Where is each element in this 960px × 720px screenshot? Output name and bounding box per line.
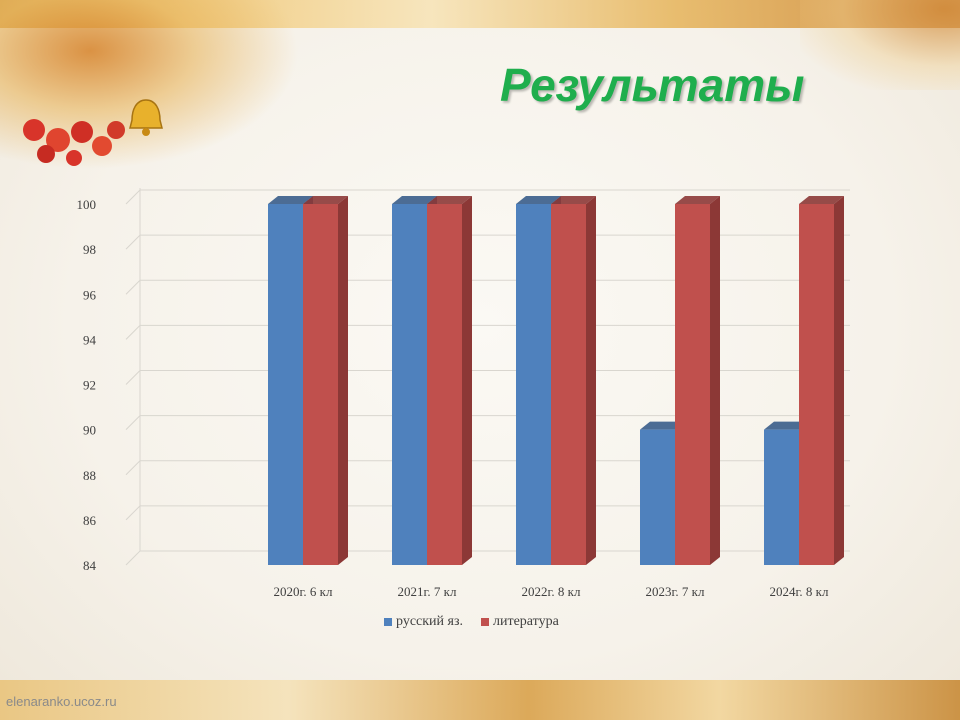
- bar-top: [799, 196, 844, 204]
- chart-bars: [268, 196, 844, 565]
- gridline-side: [125, 189, 141, 205]
- bar: [427, 204, 462, 565]
- x-tick-label: 2022г. 8 кл: [522, 584, 581, 599]
- bar-top: [516, 196, 561, 204]
- y-tick-label: 86: [83, 513, 97, 528]
- bar: [268, 204, 303, 565]
- y-tick-label: 84: [83, 558, 97, 573]
- bell-icon: [129, 99, 163, 136]
- bar-side: [586, 196, 596, 565]
- chart-legend: русский яз. литература: [384, 614, 559, 630]
- x-tick-label: 2024г. 8 кл: [770, 584, 829, 599]
- gridline-side: [125, 505, 141, 521]
- bar-top: [675, 196, 720, 204]
- bar: [551, 204, 586, 565]
- y-tick-label: 90: [83, 423, 96, 438]
- bar: [799, 204, 834, 565]
- bar-side: [834, 196, 844, 565]
- bar-top: [640, 421, 685, 430]
- x-tick-label: 2021г. 7 кл: [398, 584, 457, 599]
- y-tick-label: 96: [83, 287, 97, 302]
- gridline-side: [125, 325, 141, 340]
- gridline-side: [125, 370, 141, 385]
- bar-top: [268, 196, 313, 204]
- legend-swatch-series-2: [481, 618, 489, 626]
- gridline-side: [125, 234, 141, 250]
- gridline-side: [125, 415, 141, 430]
- bar-top: [764, 421, 809, 430]
- x-tick-label: 2020г. 6 кл: [274, 584, 333, 599]
- y-tick-label: 88: [83, 468, 96, 483]
- bar-top: [392, 196, 437, 204]
- autumn-frame-bottom: [0, 680, 960, 720]
- gridline-side: [125, 460, 141, 476]
- gridline-side: [125, 279, 141, 295]
- bar-top: [427, 196, 472, 204]
- legend-label-series-2: литература: [493, 614, 559, 629]
- x-tick-label: 2023г. 7 кл: [646, 584, 705, 599]
- autumn-leaves-corner: [800, 0, 960, 90]
- y-axis-ticks: 84 86 88 90 92 94 96 98 100: [77, 197, 97, 573]
- bar-top: [551, 196, 596, 204]
- bar: [392, 204, 427, 565]
- bar: [303, 204, 338, 565]
- legend-label-series-1: русский яз.: [396, 614, 463, 629]
- legend-item-series-1: русский яз.: [384, 614, 463, 630]
- legend-swatch-series-1: [384, 618, 392, 626]
- bar: [516, 204, 551, 565]
- bar-top: [303, 196, 348, 204]
- bar-side: [710, 196, 720, 565]
- y-tick-label: 94: [83, 332, 97, 347]
- rowan-berries-icon: [23, 119, 125, 166]
- bar-side: [338, 196, 348, 565]
- y-tick-label: 100: [77, 197, 97, 212]
- slide-title: Результаты: [500, 59, 805, 111]
- chart-gridlines: [125, 188, 850, 566]
- legend-item-series-2: литература: [481, 614, 559, 630]
- y-tick-label: 98: [83, 242, 96, 257]
- bar: [764, 429, 799, 565]
- x-axis-ticks: 2020г. 6 кл 2021г. 7 кл 2022г. 8 кл 2023г. …: [274, 584, 829, 599]
- gridline-side: [125, 550, 141, 566]
- y-tick-label: 92: [83, 378, 96, 393]
- site-watermark: elenaranko.ucoz.ru: [6, 694, 117, 709]
- bar: [640, 429, 675, 565]
- bar-side: [462, 196, 472, 565]
- bar: [675, 204, 710, 565]
